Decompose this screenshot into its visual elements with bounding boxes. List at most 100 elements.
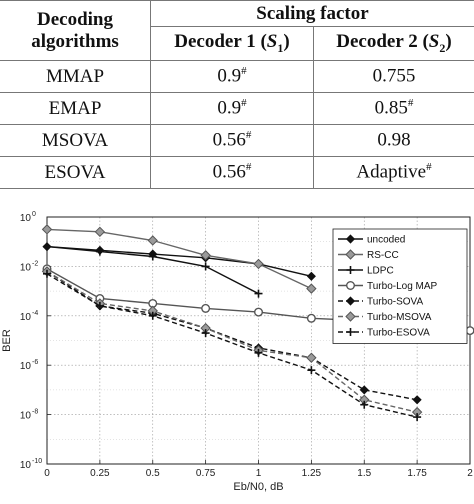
series-line bbox=[46, 245, 312, 277]
legend-marker bbox=[346, 280, 356, 290]
data-point bbox=[200, 250, 211, 261]
row-s1: 0.9# bbox=[150, 60, 314, 93]
legend-marker bbox=[346, 266, 355, 274]
table-row: MMAP 0.9# 0.755 bbox=[0, 60, 474, 93]
y-tick-exponent: -2 bbox=[32, 260, 38, 267]
y-tick-label: 10 bbox=[20, 213, 32, 224]
table-row: EMAP 0.9# 0.85# bbox=[0, 92, 474, 125]
y-tick-exponent: -4 bbox=[32, 310, 38, 317]
data-point bbox=[43, 242, 51, 251]
data-point bbox=[95, 247, 104, 256]
legend-label: RS-CC bbox=[367, 250, 399, 261]
row-s2: 0.85# bbox=[313, 92, 474, 125]
x-tick-label: 1 bbox=[256, 468, 262, 479]
x-tick-label: 1.25 bbox=[302, 468, 322, 479]
data-point bbox=[94, 226, 106, 238]
x-tick-label: 0.75 bbox=[196, 468, 216, 479]
algorithms-header-line1: Decoding bbox=[37, 8, 113, 30]
data-point bbox=[306, 271, 316, 281]
row-s2: 0.755 bbox=[313, 60, 474, 93]
data-point bbox=[201, 303, 211, 313]
decoder1-label: Decoder 1 ( bbox=[174, 31, 267, 53]
y-tick-label: 10 bbox=[20, 312, 32, 323]
legend-label: Turbo-ESOVA bbox=[367, 328, 430, 339]
row-algorithm: MMAP bbox=[0, 60, 151, 93]
decoder1-close: ) bbox=[283, 31, 290, 53]
legend-label: uncoded bbox=[367, 235, 405, 246]
series-line bbox=[46, 270, 418, 401]
y-tick-label: 10 bbox=[20, 361, 32, 372]
legend-label: Turbo-SOVA bbox=[367, 297, 423, 308]
decoder1-subscript: 1 bbox=[277, 40, 284, 55]
decoder2-close: ) bbox=[445, 31, 452, 53]
legend-box bbox=[332, 228, 468, 344]
data-point bbox=[307, 366, 316, 375]
legend-marker bbox=[345, 249, 356, 260]
data-point bbox=[148, 252, 157, 261]
data-point bbox=[254, 289, 263, 298]
table-row: MSOVA 0.56# 0.98 bbox=[0, 124, 474, 157]
row-s1: 0.56# bbox=[150, 124, 314, 157]
data-point bbox=[43, 269, 51, 278]
data-point bbox=[412, 395, 422, 405]
decoder2-header: Decoder 2 (S2) bbox=[313, 26, 474, 61]
data-point bbox=[306, 352, 317, 363]
row-s2: 0.98 bbox=[313, 124, 474, 157]
series-line bbox=[46, 273, 418, 418]
y-tick-exponent: -6 bbox=[32, 359, 38, 366]
row-s2: Adaptive# bbox=[313, 156, 474, 189]
series-line bbox=[46, 270, 418, 413]
decoder2-symbol: S bbox=[428, 31, 440, 53]
data-point bbox=[253, 258, 264, 270]
legend-marker bbox=[345, 311, 356, 322]
data-point bbox=[306, 283, 317, 294]
table-row: ESOVA 0.56# Adaptive# bbox=[0, 156, 474, 189]
x-axis-label: Eb/N0, dB bbox=[233, 481, 283, 493]
row-algorithm: EMAP bbox=[0, 92, 151, 125]
data-point bbox=[201, 262, 210, 271]
data-point bbox=[253, 307, 263, 317]
scaling-factor-header: Scaling factor bbox=[150, 0, 474, 27]
x-tick-label: 1.75 bbox=[407, 468, 427, 479]
algorithms-header: Decoding algorithms bbox=[0, 0, 151, 61]
x-tick-label: 0.5 bbox=[146, 468, 160, 479]
y-tick-label: 10 bbox=[20, 411, 32, 422]
row-algorithm: ESOVA bbox=[0, 156, 151, 189]
series-line bbox=[46, 228, 312, 290]
x-tick-label: 1.5 bbox=[357, 468, 371, 479]
data-point bbox=[41, 224, 53, 235]
data-point bbox=[254, 348, 263, 357]
y-tick-exponent: -10 bbox=[32, 458, 42, 465]
data-point bbox=[306, 313, 316, 323]
data-point bbox=[201, 329, 210, 338]
data-point bbox=[147, 235, 158, 246]
decoder2-subscript: 2 bbox=[439, 40, 446, 55]
y-tick-exponent: 0 bbox=[32, 211, 36, 218]
scaling-factor-table: Decoding algorithms Scaling factor Decod… bbox=[0, 0, 474, 189]
data-point bbox=[148, 311, 157, 320]
y-tick-exponent: -8 bbox=[32, 409, 38, 416]
decoder1-symbol: S bbox=[266, 31, 278, 53]
decoder2-label: Decoder 2 ( bbox=[336, 31, 429, 53]
legend-label: LDPC bbox=[367, 266, 394, 277]
data-point bbox=[95, 301, 104, 310]
data-point bbox=[359, 385, 369, 395]
legend-marker bbox=[346, 328, 355, 336]
algorithms-header-line2: algorithms bbox=[31, 30, 119, 52]
x-tick-label: 0.25 bbox=[90, 468, 110, 479]
legend-marker bbox=[345, 234, 356, 244]
x-tick-label: 0 bbox=[44, 468, 50, 479]
legend-label: Turbo-Log MAP bbox=[367, 281, 438, 292]
legend-marker bbox=[345, 296, 356, 306]
y-axis-label: BER bbox=[1, 329, 13, 352]
decoder1-header: Decoder 1 (S1) bbox=[150, 26, 314, 61]
data-point bbox=[413, 413, 422, 422]
y-tick-label: 10 bbox=[20, 460, 32, 471]
row-s1: 0.9# bbox=[150, 92, 314, 125]
data-point bbox=[360, 400, 369, 409]
row-algorithm: MSOVA bbox=[0, 124, 151, 157]
x-tick-label: 2 bbox=[467, 468, 473, 479]
legend-label: Turbo-MSOVA bbox=[367, 312, 432, 323]
row-s1: 0.56# bbox=[150, 156, 314, 189]
